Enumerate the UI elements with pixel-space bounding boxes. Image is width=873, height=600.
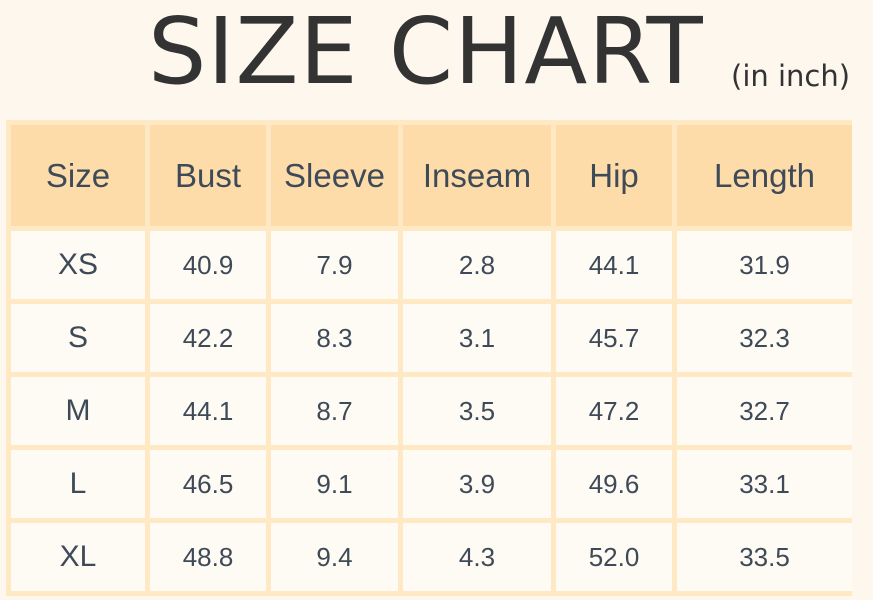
inseam-cell: 3.5	[403, 377, 551, 445]
size-cell: XL	[11, 523, 145, 591]
bust-cell: 46.5	[150, 450, 266, 518]
table-row: XS 40.9 7.9 2.8 44.1 31.9	[11, 231, 852, 299]
column-header-hip: Hip	[556, 125, 672, 226]
column-header-size: Size	[11, 125, 145, 226]
column-header-inseam: Inseam	[403, 125, 551, 226]
length-cell: 31.9	[677, 231, 852, 299]
bust-cell: 48.8	[150, 523, 266, 591]
title-area: SIZE CHART (in inch)	[0, 0, 873, 110]
hip-cell: 49.6	[556, 450, 672, 518]
inseam-cell: 3.9	[403, 450, 551, 518]
length-cell: 33.1	[677, 450, 852, 518]
table-row: XL 48.8 9.4 4.3 52.0 33.5	[11, 523, 852, 591]
size-cell: XS	[11, 231, 145, 299]
hip-cell: 45.7	[556, 304, 672, 372]
unit-label: (in inch)	[731, 59, 851, 93]
table-row: S 42.2 8.3 3.1 45.7 32.3	[11, 304, 852, 372]
size-table: Size Bust Sleeve Inseam Hip Length XS 40…	[6, 120, 857, 596]
bust-cell: 44.1	[150, 377, 266, 445]
size-cell: M	[11, 377, 145, 445]
sleeve-cell: 8.3	[271, 304, 398, 372]
hip-cell: 52.0	[556, 523, 672, 591]
length-cell: 33.5	[677, 523, 852, 591]
bust-cell: 42.2	[150, 304, 266, 372]
inseam-cell: 4.3	[403, 523, 551, 591]
column-header-bust: Bust	[150, 125, 266, 226]
column-header-sleeve: Sleeve	[271, 125, 398, 226]
inseam-cell: 3.1	[403, 304, 551, 372]
column-header-length: Length	[677, 125, 852, 226]
chart-title: SIZE CHART	[148, 0, 704, 105]
size-cell: S	[11, 304, 145, 372]
header-row: Size Bust Sleeve Inseam Hip Length	[11, 125, 852, 226]
bust-cell: 40.9	[150, 231, 266, 299]
table-row: L 46.5 9.1 3.9 49.6 33.1	[11, 450, 852, 518]
inseam-cell: 2.8	[403, 231, 551, 299]
length-cell: 32.3	[677, 304, 852, 372]
hip-cell: 44.1	[556, 231, 672, 299]
length-cell: 32.7	[677, 377, 852, 445]
sleeve-cell: 7.9	[271, 231, 398, 299]
hip-cell: 47.2	[556, 377, 672, 445]
sleeve-cell: 9.1	[271, 450, 398, 518]
sleeve-cell: 8.7	[271, 377, 398, 445]
size-table-container: Size Bust Sleeve Inseam Hip Length XS 40…	[6, 120, 852, 596]
sleeve-cell: 9.4	[271, 523, 398, 591]
size-cell: L	[11, 450, 145, 518]
table-row: M 44.1 8.7 3.5 47.2 32.7	[11, 377, 852, 445]
